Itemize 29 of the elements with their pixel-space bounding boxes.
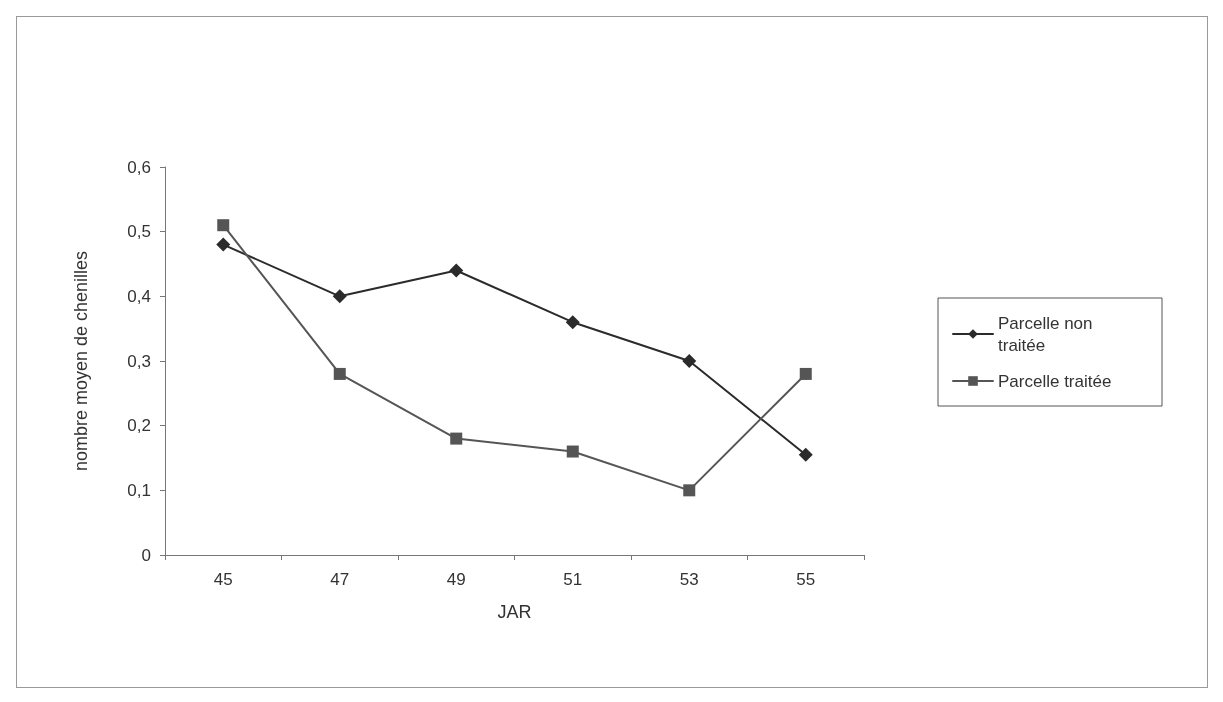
y-tick-label: 0,2 <box>127 416 151 436</box>
x-tick-label: 45 <box>213 570 233 589</box>
y-tick-label: 0 <box>141 545 151 565</box>
y-tick-label: 0,5 <box>127 222 151 242</box>
point <box>333 367 346 380</box>
y-tick-label: 0,1 <box>127 480 151 500</box>
point <box>450 432 463 445</box>
point <box>565 315 580 330</box>
point <box>798 447 813 462</box>
point <box>799 367 812 380</box>
y-tick-label: 0,4 <box>127 286 151 306</box>
point <box>216 237 231 252</box>
x-tick-label: 49 <box>446 570 466 589</box>
point <box>566 445 579 458</box>
x-tick-label: 51 <box>563 570 583 589</box>
point <box>682 354 697 368</box>
y-axis-title: nombre moyen de chenilles <box>71 250 91 472</box>
legend-label: Parcelle traitée <box>998 371 1112 391</box>
x-tick-label: 47 <box>330 570 350 589</box>
point <box>217 219 230 232</box>
point <box>449 263 464 278</box>
x-tick-label: 53 <box>679 570 699 589</box>
x-tick-label: 55 <box>796 570 816 589</box>
point <box>332 289 347 304</box>
legend-label: Parcelle non traitée <box>998 313 1098 355</box>
point <box>683 484 696 497</box>
y-tick-label: 0,6 <box>127 157 151 177</box>
x-axis-title: JAR <box>497 602 532 622</box>
y-tick-label: 0,3 <box>127 351 151 371</box>
